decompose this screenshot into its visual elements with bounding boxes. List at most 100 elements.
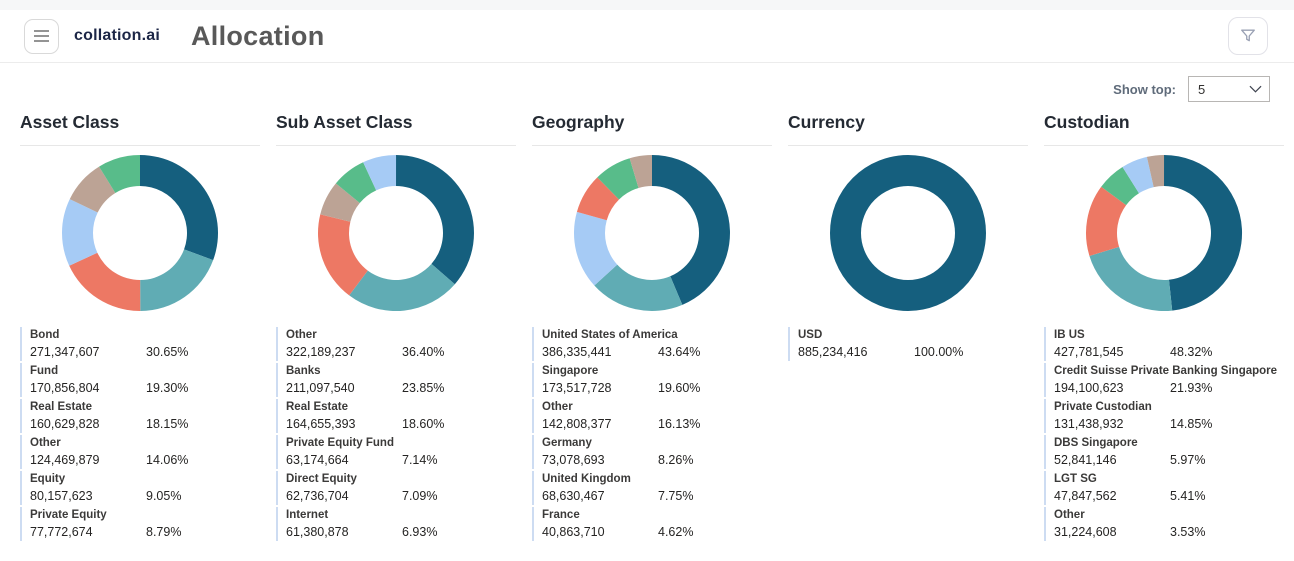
legend-item[interactable]: Bond 271,347,607 30.65% — [20, 327, 260, 361]
legend-item[interactable]: Fund 170,856,804 19.30% — [20, 363, 260, 397]
donut-chart[interactable] — [60, 153, 220, 313]
legend-percent: 8.79% — [146, 525, 182, 539]
donut-slice[interactable] — [573, 211, 618, 286]
donut-slice[interactable] — [652, 155, 730, 305]
donut-slice[interactable] — [349, 263, 455, 311]
chart-column-asset-class: Asset Class Bond 271,347,607 30.65% Fund 170… — [20, 102, 260, 543]
donut-slice[interactable] — [830, 155, 986, 311]
legend-value: 62,736,704 — [286, 489, 349, 503]
donut-slice[interactable] — [69, 252, 141, 312]
donut-slice[interactable] — [317, 214, 368, 296]
donut-chart[interactable] — [572, 153, 732, 313]
legend-item[interactable]: Other 322,189,237 36.40% — [276, 327, 516, 361]
legend-item[interactable]: Other 124,469,879 14.06% — [20, 435, 260, 469]
donut-chart[interactable] — [1084, 153, 1244, 313]
title-divider — [276, 145, 516, 146]
legend-label: Germany — [542, 437, 592, 449]
donut-slice[interactable] — [1146, 154, 1165, 188]
donut-slice[interactable] — [594, 264, 683, 311]
legend-item[interactable]: Private Equity 77,772,674 8.79% — [20, 507, 260, 541]
legend-value: 271,347,607 — [30, 345, 100, 359]
legend-label: Other — [30, 437, 61, 449]
legend-value-row: 62,736,704 7.09% — [286, 488, 516, 505]
donut-slice[interactable] — [1101, 166, 1139, 206]
legend-item[interactable]: Credit Suisse Private Banking Singapore 1… — [1044, 363, 1284, 397]
legend-label: Private Custodian — [1054, 401, 1152, 413]
legend-item[interactable]: Private Equity Fund 63,174,664 7.14% — [276, 435, 516, 469]
donut-slice[interactable] — [140, 249, 214, 311]
legend-item[interactable]: Private Custodian 131,438,932 14.85% — [1044, 399, 1284, 433]
legend-item[interactable]: Singapore 173,517,728 19.60% — [532, 363, 772, 397]
donut-slice[interactable] — [1164, 154, 1243, 311]
legend-value-row: 271,347,607 30.65% — [30, 344, 260, 361]
legend-value-row: 124,469,879 14.06% — [30, 452, 260, 469]
legend-item[interactable]: Other 31,224,608 3.53% — [1044, 507, 1284, 541]
legend-item[interactable]: Equity 80,157,623 9.05% — [20, 471, 260, 505]
show-top-select[interactable]: 5 — [1188, 76, 1270, 102]
donut-slice[interactable] — [1089, 246, 1173, 312]
legend-value: 164,655,393 — [286, 417, 356, 431]
donut-slice[interactable] — [69, 166, 116, 213]
donut-slice[interactable] — [140, 155, 219, 261]
legend-value-row: 80,157,623 9.05% — [30, 488, 260, 505]
donut-slice[interactable] — [1122, 156, 1154, 194]
title-divider — [788, 145, 1028, 146]
legend-value: 68,630,467 — [542, 489, 605, 503]
legend-item[interactable]: DBS Singapore 52,841,146 5.97% — [1044, 435, 1284, 469]
hamburger-icon — [34, 30, 49, 42]
legend-label: Other — [542, 401, 573, 413]
legend-label: Internet — [286, 509, 329, 521]
legend-item[interactable]: United Kingdom 68,630,467 7.75% — [532, 471, 772, 505]
legend-value: 427,781,545 — [1054, 345, 1124, 359]
legend-value-row: 47,847,562 5.41% — [1054, 488, 1284, 505]
legend-item[interactable]: IB US 427,781,545 48.32% — [1044, 327, 1284, 361]
donut-wrap — [788, 146, 1028, 322]
donut-slice[interactable] — [1086, 186, 1127, 256]
legend-label: IB US — [1054, 329, 1085, 341]
legend-item[interactable]: Real Estate 164,655,393 18.60% — [276, 399, 516, 433]
donut-slice[interactable] — [396, 155, 474, 285]
legend-item[interactable]: LGT SG 47,847,562 5.41% — [1044, 471, 1284, 505]
legend-item[interactable]: Direct Equity 62,736,704 7.09% — [276, 471, 516, 505]
legend-percent: 21.93% — [1170, 381, 1213, 395]
donut-slice[interactable] — [576, 177, 620, 221]
legend-item[interactable]: Germany 73,078,693 8.26% — [532, 435, 772, 469]
donut-chart[interactable] — [316, 153, 476, 313]
legend-value-row: 160,629,828 18.15% — [30, 416, 260, 433]
legend-value: 194,100,623 — [1054, 381, 1124, 395]
donut-slice[interactable] — [363, 154, 397, 191]
chart-column-currency: Currency USD 885,234,416 100.00% — [788, 102, 1028, 543]
legend-value: 322,189,237 — [286, 345, 356, 359]
legend-table: Bond 271,347,607 30.65% Fund 170,856,804 19.3… — [20, 327, 260, 541]
donut-chart[interactable] — [828, 153, 988, 313]
legend-value: 63,174,664 — [286, 453, 349, 467]
legend-item[interactable]: Real Estate 160,629,828 18.15% — [20, 399, 260, 433]
legend-item[interactable]: Internet 61,380,878 6.93% — [276, 507, 516, 541]
legend-table: IB US 427,781,545 48.32% Credit Suisse Priv… — [1044, 327, 1284, 541]
donut-slice[interactable] — [320, 183, 360, 222]
donut-slice[interactable] — [62, 199, 98, 266]
legend-value-row: 322,189,237 36.40% — [286, 344, 516, 361]
legend-percent: 100.00% — [914, 345, 964, 359]
donut-slice[interactable] — [99, 155, 140, 193]
legend-item[interactable]: United States of America 386,335,441 43.64… — [532, 327, 772, 361]
legend-value-row: 40,863,710 4.62% — [542, 524, 772, 541]
menu-button[interactable] — [24, 18, 59, 54]
donut-slice[interactable] — [629, 155, 652, 188]
donut-slice[interactable] — [335, 162, 377, 204]
filter-button[interactable] — [1228, 17, 1268, 55]
donut-slice[interactable] — [597, 158, 639, 200]
legend-item[interactable]: USD 885,234,416 100.00% — [788, 327, 1028, 361]
legend-label: Other — [1054, 509, 1085, 521]
legend-value: 170,856,804 — [30, 381, 100, 395]
legend-label: Fund — [30, 365, 59, 377]
legend-item[interactable]: France 40,863,710 4.62% — [532, 507, 772, 541]
legend-item[interactable]: Other 142,808,377 16.13% — [532, 399, 772, 433]
legend-value-row: 386,335,441 43.64% — [542, 344, 772, 361]
legend-item[interactable]: Banks 211,097,540 23.85% — [276, 363, 516, 397]
legend-value: 885,234,416 — [798, 345, 868, 359]
controls-bar: Show top: 5 — [0, 63, 1294, 102]
legend-value-row: 68,630,467 7.75% — [542, 488, 772, 505]
legend-label: Real Estate — [30, 401, 93, 413]
legend-label: Credit Suisse Private Banking Singapore — [1054, 365, 1278, 377]
